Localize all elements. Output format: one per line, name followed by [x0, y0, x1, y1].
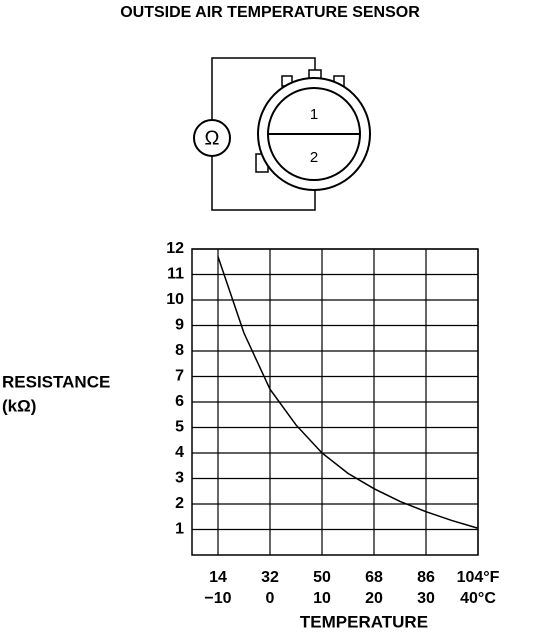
x2-tick-label: 32: [261, 569, 279, 586]
ohmmeter: [193, 119, 231, 157]
figure-title: OUTSIDE AIR TEMPERATURE SENSOR: [120, 4, 420, 21]
plot-frame: [191, 248, 479, 556]
terminal-label: 2: [310, 149, 318, 166]
y-tick-label: 7: [175, 368, 184, 385]
x-tick-label: 10: [313, 590, 331, 607]
x2-tick-label: 14: [209, 569, 227, 586]
y-axis-label: RESISTANCE: [2, 372, 110, 391]
wire: [211, 57, 316, 211]
y-tick-label: 11: [167, 266, 184, 283]
ohm-symbol: Ω: [205, 127, 220, 149]
x-tick-label: 30: [417, 590, 435, 607]
y-tick-label: 4: [175, 444, 184, 461]
x-tick-label: 40°C: [460, 590, 496, 607]
y-tick-label: 12: [166, 240, 184, 257]
x2-tick-label: 86: [417, 569, 435, 586]
terminal-label: 1: [310, 106, 318, 123]
y-tick-label: 9: [175, 317, 184, 334]
y-tick-label: 1: [175, 521, 184, 538]
y-tick-label: 5: [175, 419, 184, 436]
x-tick-label: 20: [365, 590, 383, 607]
resistance-curve: [217, 256, 479, 529]
y-axis-label: (kΩ): [2, 396, 36, 415]
x2-tick-label: 50: [313, 569, 331, 586]
sensor-diagram: Ω 1 2: [193, 57, 371, 211]
x2-tick-label: 104°F: [457, 569, 500, 586]
y-tick-label: 8: [175, 342, 184, 359]
x2-tick-label: 68: [365, 569, 383, 586]
x-tick-label: −10: [204, 590, 231, 607]
y-tick-label: 10: [166, 291, 184, 308]
x-tick-label: 0: [266, 590, 275, 607]
y-tick-label: 2: [175, 495, 184, 512]
x-axis-label: TEMPERATURE: [300, 612, 428, 631]
y-tick-label: 3: [175, 470, 184, 487]
y-tick-label: 6: [175, 393, 184, 410]
